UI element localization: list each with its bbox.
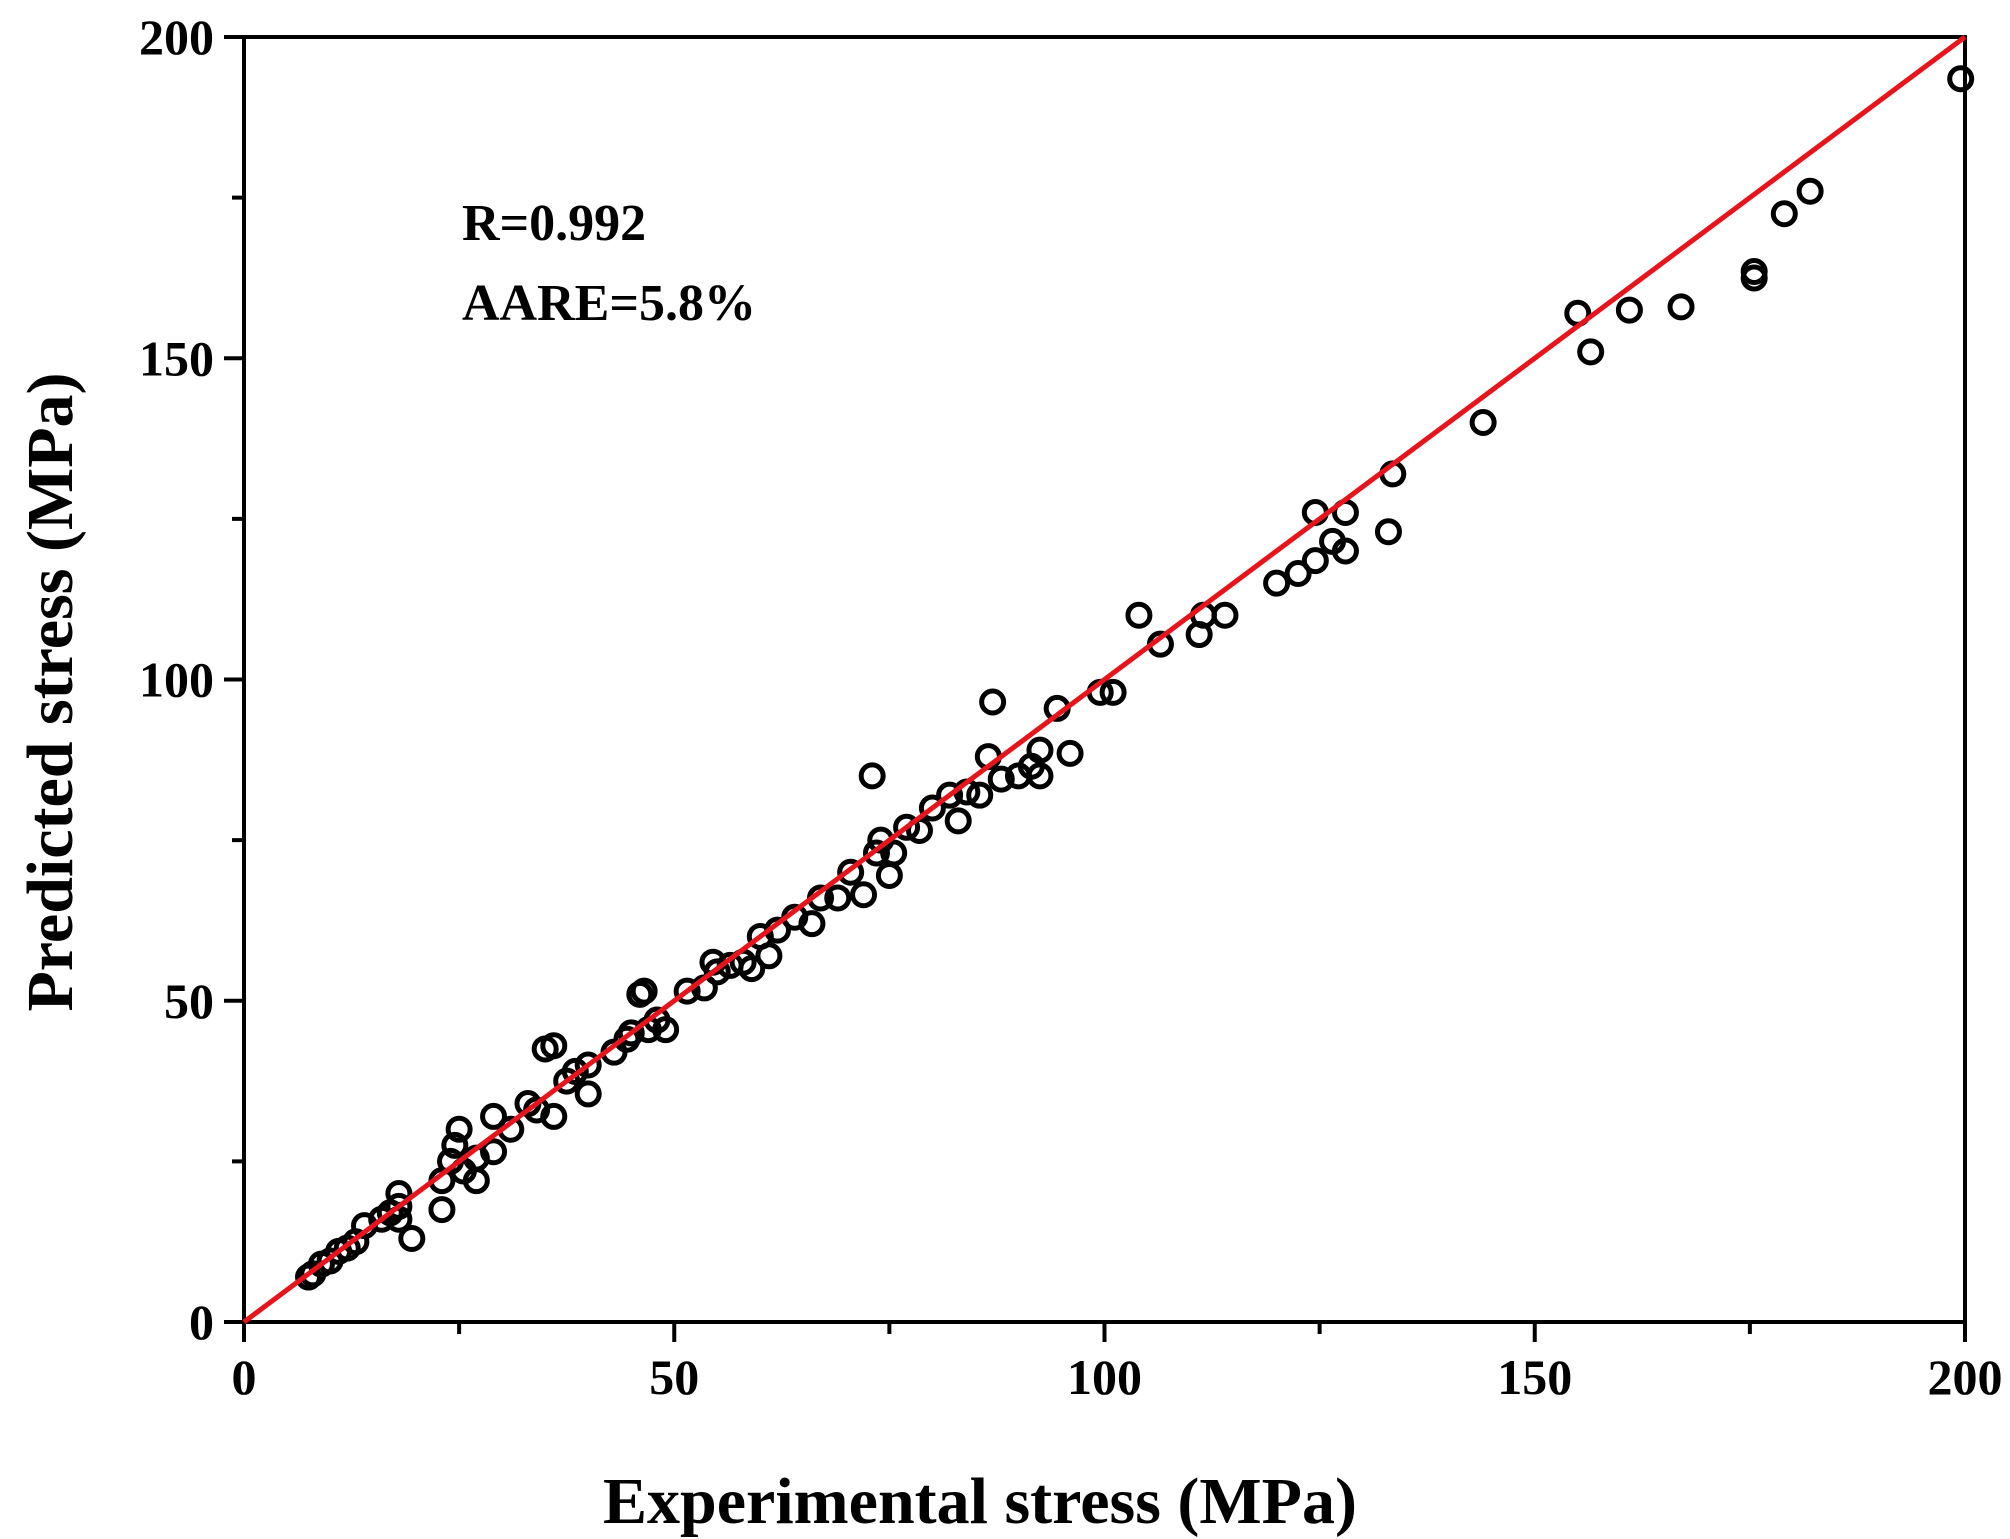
data-point [574, 1080, 602, 1108]
data-point [1099, 678, 1127, 706]
x-tick-label: 50 [649, 1349, 699, 1405]
data-point [540, 1102, 568, 1130]
data-point [398, 1224, 426, 1252]
data-point [893, 813, 921, 841]
annotation-r: R=0.992 [462, 195, 646, 252]
data-point [966, 781, 994, 809]
y-tick-label: 200 [139, 9, 214, 65]
x-axis-title: Experimental stress (MPa) [603, 1465, 1357, 1538]
data-point [574, 1051, 602, 1079]
data-point [1667, 293, 1695, 321]
data-point [987, 765, 1015, 793]
data-point [1374, 518, 1402, 546]
data-point [875, 861, 903, 889]
data-point [1263, 569, 1291, 597]
data-point [1577, 338, 1605, 366]
data-point [703, 958, 731, 986]
data-point [837, 858, 865, 886]
data-point [1947, 65, 1975, 93]
data-point [738, 955, 766, 983]
data-point [798, 910, 826, 938]
data-point [1056, 739, 1084, 767]
y-tick-label: 0 [189, 1294, 214, 1350]
data-point [441, 1131, 469, 1159]
data-point [1469, 409, 1497, 436]
data-point [862, 839, 890, 867]
x-tick-label: 200 [1928, 1349, 2003, 1405]
y-axis-ticks: 0 50 100 150 200 [139, 9, 244, 1350]
data-point [1284, 559, 1312, 587]
data-point [850, 881, 878, 909]
data-point [1615, 296, 1643, 324]
y-axis-title: Predicted stress (MPa) [14, 372, 87, 1011]
data-point [824, 884, 852, 912]
data-point [1331, 537, 1359, 565]
x-tick-label: 100 [1067, 1349, 1142, 1405]
data-point [1796, 177, 1824, 205]
data-point [1125, 601, 1153, 629]
data-point [1770, 200, 1798, 228]
data-point [445, 1115, 473, 1143]
y-tick-label: 100 [139, 652, 214, 708]
x-tick-label: 0 [232, 1349, 257, 1405]
data-point [880, 839, 908, 867]
data-point [979, 688, 1007, 716]
data-point [480, 1138, 508, 1166]
y-tick-label: 150 [139, 330, 214, 386]
data-point [561, 1057, 589, 1085]
data-point [1026, 736, 1054, 764]
y-tick-label: 50 [164, 973, 214, 1029]
data-point [918, 794, 946, 822]
fit-line [242, 34, 1967, 1325]
annotation-aare: AARE=5.8% [462, 275, 756, 332]
data-point [652, 1016, 680, 1044]
data-point [630, 977, 658, 1005]
data-point [858, 762, 886, 790]
data-point [936, 781, 964, 809]
data-point [1301, 547, 1329, 575]
data-point [385, 1192, 413, 1220]
data-point [480, 1102, 508, 1130]
data-point [1211, 601, 1239, 629]
data-point [617, 1019, 645, 1047]
data-point [673, 977, 701, 1005]
data-point [540, 1032, 568, 1060]
data-point [755, 942, 783, 970]
data-point [944, 807, 972, 835]
x-tick-label: 150 [1497, 1349, 1572, 1405]
x-axis-ticks: 0 50 100 150 200 [232, 1322, 2003, 1405]
data-point [428, 1196, 456, 1224]
data-point [1740, 264, 1768, 292]
data-point [1026, 762, 1054, 790]
